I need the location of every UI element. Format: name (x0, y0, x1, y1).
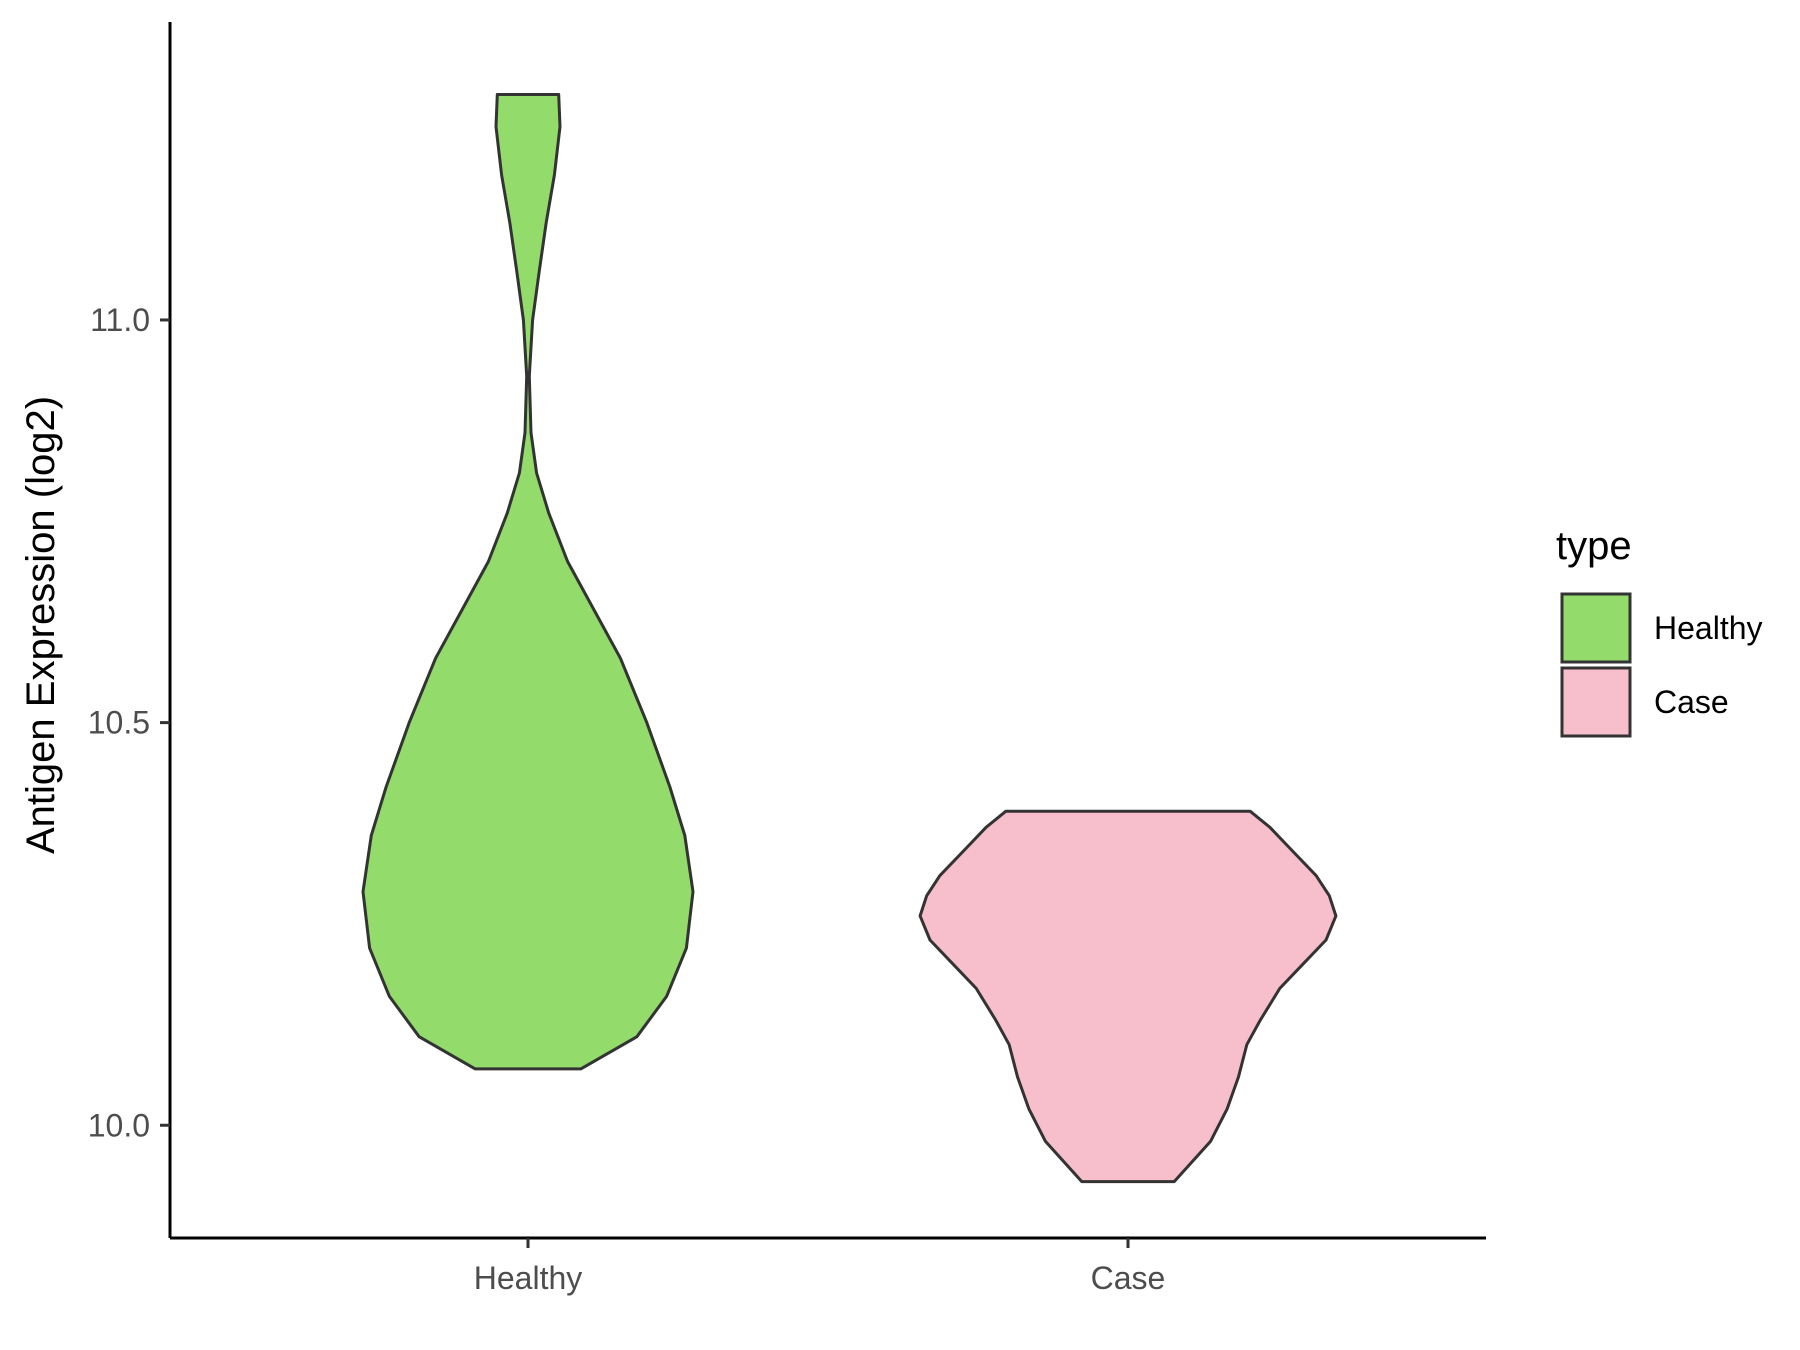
x-tick-label: Case (1091, 1260, 1166, 1296)
y-tick-label: 11.0 (90, 302, 150, 338)
y-axis-title: Antigen Expression (log2) (19, 396, 63, 854)
legend-key-healthy (1560, 592, 1632, 664)
legend-label-case: Case (1654, 684, 1729, 720)
x-tick-label: Healthy (474, 1260, 583, 1296)
y-tick-label: 10.5 (88, 705, 150, 741)
legend: type Healthy Case (1556, 524, 1763, 738)
legend-key-case (1560, 666, 1632, 738)
y-axis: 10.0 10.5 11.0 (88, 22, 172, 1238)
legend-label-healthy: Healthy (1654, 610, 1763, 646)
plot-area (361, 93, 1338, 1184)
legend-title: type (1556, 524, 1632, 568)
violin-healthy (361, 93, 695, 1071)
violin-case (918, 809, 1338, 1184)
x-axis: Healthy Case (170, 1236, 1486, 1296)
y-tick-label: 10.0 (88, 1107, 150, 1143)
